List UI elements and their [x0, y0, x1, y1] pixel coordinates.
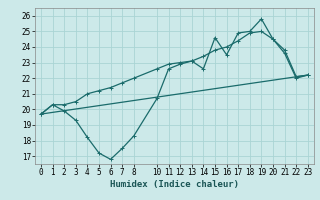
- X-axis label: Humidex (Indice chaleur): Humidex (Indice chaleur): [110, 180, 239, 189]
